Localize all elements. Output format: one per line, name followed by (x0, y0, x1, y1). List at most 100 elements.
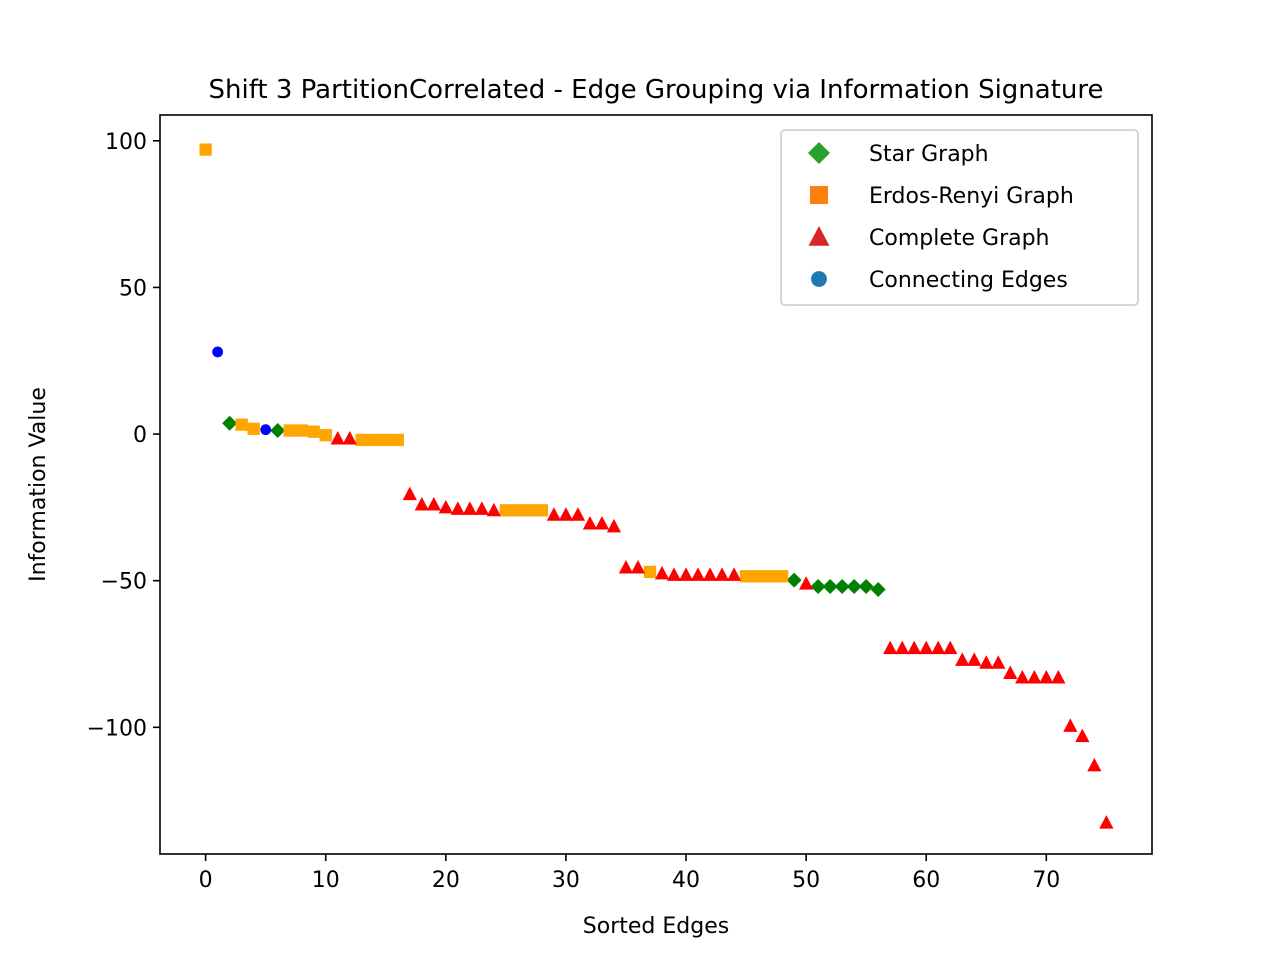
legend-connecting-edges-marker (811, 271, 827, 287)
erdos-renyi-graph-point (235, 418, 248, 431)
erdos-renyi-graph-point (739, 570, 753, 583)
complete-graph-point (666, 567, 682, 581)
connecting-edges-point (260, 424, 272, 436)
complete-graph-point (1075, 728, 1090, 743)
x-tick-label: 50 (792, 868, 820, 893)
y-axis: 100 50 0 −50 −100 (87, 130, 160, 741)
erdos-renyi-graph-point (763, 570, 777, 583)
legend-erdos-renyi-graph-marker (809, 185, 829, 205)
complete-graph-point (654, 565, 670, 580)
complete-graph-point (919, 640, 934, 655)
complete-graph-point (991, 655, 1006, 669)
legend-box (780, 129, 1139, 306)
complete-graph-point (726, 567, 742, 581)
y-tick-label: 50 (119, 276, 147, 301)
complete-graph-point (1051, 669, 1066, 684)
complete-graph-point (450, 501, 465, 515)
legend: Star Graph Erdos-Renyi Graph Complete Grap… (780, 129, 1139, 306)
erdos-renyi-graph-point (535, 504, 549, 517)
erdos-renyi-graph-point (355, 433, 368, 447)
x-axis-label: Sorted Edges (583, 914, 729, 939)
complete-graph-point (1087, 757, 1102, 772)
complete-graph-point (690, 567, 706, 581)
complete-graph-point (594, 516, 610, 530)
complete-graph-point (943, 640, 958, 655)
erdos-renyi-graph-point (523, 504, 537, 517)
complete-graph-point (414, 496, 429, 511)
y-tick-label: −50 (101, 570, 147, 595)
complete-graph-point (678, 567, 694, 581)
complete-graph-point (558, 507, 574, 521)
erdos-renyi-graph-point (319, 429, 332, 442)
complete-graph-point (630, 559, 646, 574)
complete-graph-point (426, 496, 441, 511)
complete-graph-point (546, 507, 562, 521)
x-tick-label: 60 (912, 868, 940, 893)
star-graph-point (786, 572, 802, 588)
complete-graph-point (895, 640, 910, 655)
erdos-renyi-graph-point (379, 433, 392, 447)
x-tick-label: 20 (432, 868, 460, 893)
erdos-renyi-graph-point (775, 570, 789, 583)
legend-star-graph-label: Star Graph (869, 142, 989, 167)
erdos-renyi-graph-point (199, 143, 212, 156)
complete-graph-point (907, 640, 922, 655)
complete-graph-point (883, 640, 898, 655)
complete-graph-point (462, 501, 477, 515)
x-tick-label: 30 (552, 868, 580, 893)
erdos-renyi-graph-point (499, 504, 513, 517)
erdos-renyi-graph-point (367, 433, 380, 447)
complete-graph-point (618, 559, 634, 574)
complete-graph-point (342, 430, 357, 445)
erdos-renyi-graph-point (643, 565, 657, 579)
erdos-renyi-graph-point (295, 424, 308, 437)
legend-connecting-edges-label: Connecting Edges (869, 268, 1068, 293)
star-graph-point (858, 579, 874, 595)
star-graph-point (222, 415, 238, 431)
y-tick-label: 0 (133, 423, 147, 448)
x-tick-label: 10 (312, 868, 340, 893)
complete-graph-point (967, 652, 982, 666)
erdos-renyi-graph-point (391, 433, 404, 447)
x-axis: 0 10 20 30 40 50 60 70 (199, 854, 1060, 893)
complete-graph-point (1015, 669, 1030, 684)
plot-area-frame (159, 114, 1153, 855)
complete-graph-point (1039, 669, 1054, 684)
complete-graph-point (798, 576, 814, 590)
legend-erdos-renyi-graph-label: Erdos-Renyi Graph (869, 184, 1074, 209)
complete-graph-point (582, 516, 598, 530)
y-tick-label: 100 (105, 130, 147, 155)
y-tick-label: −100 (87, 716, 147, 741)
complete-graph-point (606, 518, 622, 533)
erdos-renyi-graph-point (247, 422, 260, 435)
complete-graph-point (402, 486, 417, 501)
connecting-edges-point (212, 346, 224, 358)
complete-graph-point (486, 502, 501, 517)
y-axis-label: Information Value (26, 387, 51, 582)
star-graph-point (270, 423, 286, 439)
complete-graph-point (1063, 718, 1078, 732)
erdos-renyi-graph-point (283, 424, 296, 437)
chart-title: Shift 3 PartitionCorrelated - Edge Group… (208, 75, 1103, 105)
complete-graph-point (1003, 665, 1018, 680)
erdos-renyi-graph-point (307, 425, 320, 438)
complete-graph-point (438, 499, 453, 514)
complete-graph-point (979, 655, 994, 669)
star-graph-point (810, 579, 826, 595)
star-graph-point (834, 579, 850, 595)
data-points (199, 143, 1114, 829)
star-graph-point (846, 579, 862, 595)
x-tick-label: 70 (1032, 868, 1060, 893)
legend-star-graph-marker (808, 142, 830, 164)
star-graph-point (822, 579, 838, 595)
complete-graph-point (474, 501, 489, 515)
star-graph-point (870, 581, 886, 597)
complete-graph-point (1027, 669, 1042, 684)
complete-graph-point (570, 507, 586, 521)
erdos-renyi-graph-point (511, 504, 525, 517)
erdos-renyi-graph-point (751, 570, 765, 583)
x-tick-label: 40 (672, 868, 700, 893)
legend-complete-graph-marker (808, 226, 830, 246)
complete-graph-point (931, 640, 946, 655)
